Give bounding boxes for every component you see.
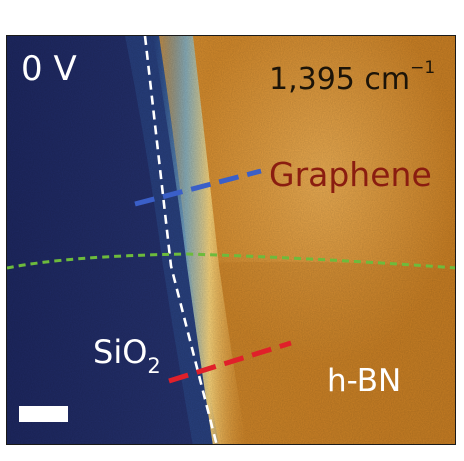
graphene-label: Graphene <box>269 155 432 194</box>
wavenumber-label: 1,395 cm−1 <box>269 60 435 95</box>
hbn-profile-line <box>168 340 292 384</box>
voltage-label: 0 V <box>21 49 77 89</box>
wavenumber-value: 1,395 cm <box>269 62 411 97</box>
near-field-image: 0 V 1,395 cm−1 Graphene SiO2 h-BN <box>6 35 456 445</box>
sio2-label-base: SiO <box>93 333 148 371</box>
graphene-boundary-line <box>7 252 455 270</box>
sio2-label: SiO2 <box>93 336 161 377</box>
wavenumber-exponent: −1 <box>410 58 436 78</box>
scale-bar <box>19 406 68 422</box>
image-scene <box>7 36 455 444</box>
image-noise <box>7 36 455 444</box>
substrate-edge-line <box>143 36 218 444</box>
graphene-profile-line <box>134 168 262 207</box>
hbn-label: h-BN <box>327 363 402 399</box>
sio2-label-subscript: 2 <box>147 354 161 378</box>
